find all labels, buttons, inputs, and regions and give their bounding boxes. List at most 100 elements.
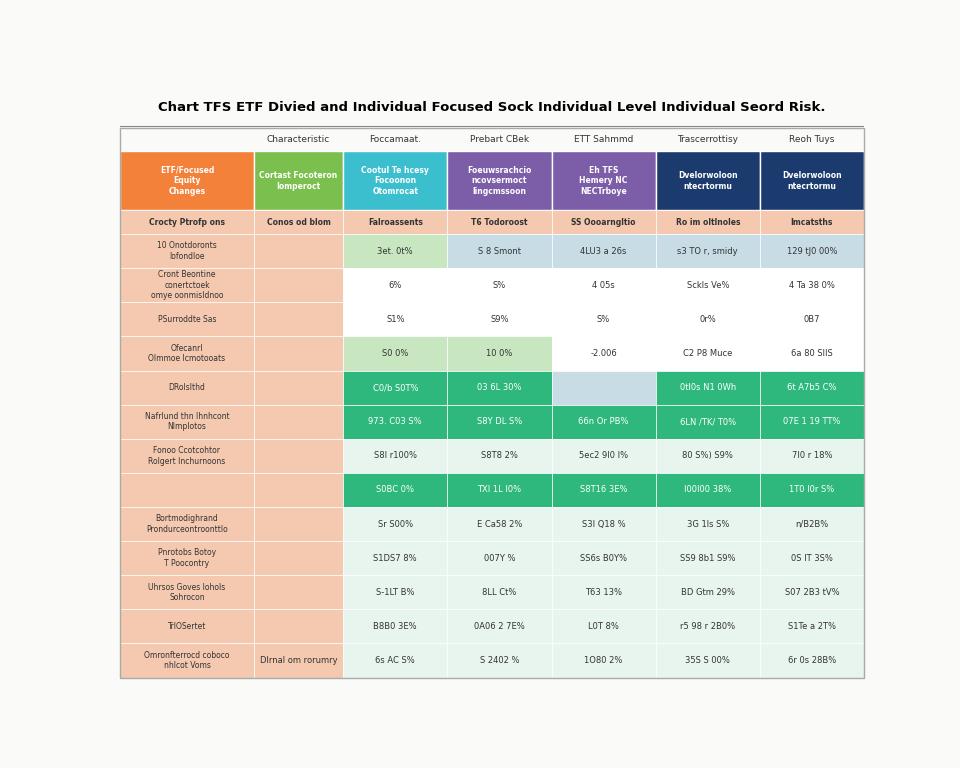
FancyBboxPatch shape [253, 234, 344, 268]
Text: Conos od blom: Conos od blom [267, 218, 330, 227]
FancyBboxPatch shape [447, 370, 551, 405]
Text: S-1LT B%: S-1LT B% [376, 588, 415, 597]
FancyBboxPatch shape [447, 575, 551, 609]
FancyBboxPatch shape [760, 303, 864, 336]
Text: 07E 1 19 TT%: 07E 1 19 TT% [783, 417, 841, 426]
FancyBboxPatch shape [447, 507, 551, 541]
Text: S8Y DL S%: S8Y DL S% [477, 417, 522, 426]
Text: 10 0%: 10 0% [487, 349, 513, 358]
FancyBboxPatch shape [447, 151, 551, 210]
FancyBboxPatch shape [656, 405, 760, 439]
Text: S3I Q18 %: S3I Q18 % [582, 520, 625, 528]
FancyBboxPatch shape [447, 473, 551, 507]
Text: 0A06 2 7E%: 0A06 2 7E% [474, 622, 525, 631]
FancyBboxPatch shape [760, 268, 864, 303]
FancyBboxPatch shape [344, 336, 447, 370]
FancyBboxPatch shape [120, 336, 253, 370]
FancyBboxPatch shape [253, 644, 344, 677]
Text: 007Y %: 007Y % [484, 554, 516, 563]
FancyBboxPatch shape [120, 405, 253, 439]
FancyBboxPatch shape [120, 234, 253, 268]
Text: SS Oooarngltio: SS Oooarngltio [571, 218, 636, 227]
Text: 8LL Ct%: 8LL Ct% [482, 588, 516, 597]
Text: Pnrotobs Botoy
T Poocontry: Pnrotobs Botoy T Poocontry [157, 548, 216, 568]
FancyBboxPatch shape [760, 541, 864, 575]
Text: E Ca58 2%: E Ca58 2% [477, 520, 522, 528]
Text: S8I r100%: S8I r100% [373, 452, 417, 460]
Text: SS6s B0Y%: SS6s B0Y% [580, 554, 627, 563]
Text: 4LU3 a 26s: 4LU3 a 26s [581, 247, 627, 256]
FancyBboxPatch shape [551, 507, 656, 541]
Text: -2.006: -2.006 [590, 349, 617, 358]
Text: 80 S%) S9%: 80 S%) S9% [683, 452, 733, 460]
Text: S0BC 0%: S0BC 0% [376, 485, 415, 495]
FancyBboxPatch shape [120, 268, 253, 303]
Text: Nafrlund thn Ihnhcont
Nlmplotos: Nafrlund thn Ihnhcont Nlmplotos [145, 412, 229, 432]
FancyBboxPatch shape [551, 151, 656, 210]
FancyBboxPatch shape [760, 234, 864, 268]
FancyBboxPatch shape [253, 370, 344, 405]
FancyBboxPatch shape [253, 541, 344, 575]
FancyBboxPatch shape [447, 210, 551, 234]
Text: Dvelorwoloon
ntecrtormu: Dvelorwoloon ntecrtormu [678, 171, 737, 190]
FancyBboxPatch shape [656, 370, 760, 405]
FancyBboxPatch shape [656, 234, 760, 268]
Text: SS9 8b1 S9%: SS9 8b1 S9% [680, 554, 735, 563]
FancyBboxPatch shape [551, 405, 656, 439]
FancyBboxPatch shape [760, 575, 864, 609]
FancyBboxPatch shape [760, 151, 864, 210]
Text: 6t A7b5 C%: 6t A7b5 C% [787, 383, 837, 392]
Text: 973. C03 S%: 973. C03 S% [369, 417, 422, 426]
Text: ETF/Focused
Equity
Changes: ETF/Focused Equity Changes [159, 166, 214, 196]
Text: I00I00 38%: I00I00 38% [684, 485, 732, 495]
Text: 0tl0s N1 0Wh: 0tl0s N1 0Wh [680, 383, 736, 392]
Text: Falroassents: Falroassents [368, 218, 422, 227]
Text: 6s AC S%: 6s AC S% [375, 656, 415, 665]
Text: Characteristic: Characteristic [267, 135, 330, 144]
FancyBboxPatch shape [551, 439, 656, 473]
FancyBboxPatch shape [656, 268, 760, 303]
Text: 1O80 2%: 1O80 2% [585, 656, 623, 665]
FancyBboxPatch shape [447, 303, 551, 336]
FancyBboxPatch shape [344, 507, 447, 541]
FancyBboxPatch shape [656, 507, 760, 541]
Text: 0B7: 0B7 [804, 315, 820, 324]
Text: 4 Ta 38 0%: 4 Ta 38 0% [789, 281, 835, 290]
FancyBboxPatch shape [551, 336, 656, 370]
FancyBboxPatch shape [551, 644, 656, 677]
Text: S 2402 %: S 2402 % [480, 656, 519, 665]
FancyBboxPatch shape [656, 151, 760, 210]
Text: Crocty Ptrofp ons: Crocty Ptrofp ons [149, 218, 225, 227]
Text: Cront Beontine
conertctoek
omye oonmisldnoo: Cront Beontine conertctoek omye oonmisld… [151, 270, 224, 300]
FancyBboxPatch shape [551, 541, 656, 575]
FancyBboxPatch shape [760, 609, 864, 644]
FancyBboxPatch shape [760, 405, 864, 439]
FancyBboxPatch shape [656, 541, 760, 575]
FancyBboxPatch shape [344, 541, 447, 575]
Text: S%: S% [597, 315, 611, 324]
Text: S1%: S1% [386, 315, 404, 324]
FancyBboxPatch shape [120, 439, 253, 473]
Text: Dvelorwoloon
ntecrtormu: Dvelorwoloon ntecrtormu [782, 171, 842, 190]
Text: Reoh Tuys: Reoh Tuys [789, 135, 834, 144]
Text: Cootul Te hcesy
Focoonon
Otomrocat: Cootul Te hcesy Focoonon Otomrocat [361, 166, 429, 196]
Text: PSurroddte Sas: PSurroddte Sas [157, 315, 216, 324]
FancyBboxPatch shape [344, 151, 447, 210]
Text: Sr S00%: Sr S00% [377, 520, 413, 528]
FancyBboxPatch shape [344, 405, 447, 439]
Text: L0T 8%: L0T 8% [588, 622, 619, 631]
FancyBboxPatch shape [344, 268, 447, 303]
FancyBboxPatch shape [551, 473, 656, 507]
Text: DRolslthd: DRolslthd [169, 383, 205, 392]
FancyBboxPatch shape [344, 210, 447, 234]
FancyBboxPatch shape [656, 609, 760, 644]
FancyBboxPatch shape [344, 234, 447, 268]
FancyBboxPatch shape [344, 644, 447, 677]
Text: Prebart CBek: Prebart CBek [469, 135, 529, 144]
Text: r5 98 r 2B0%: r5 98 r 2B0% [681, 622, 735, 631]
Text: B8B0 3E%: B8B0 3E% [373, 622, 417, 631]
FancyBboxPatch shape [344, 303, 447, 336]
Text: S%: S% [492, 281, 506, 290]
Text: Foeuwsrachcio
ncovsermoct
lingcmssoon: Foeuwsrachcio ncovsermoct lingcmssoon [468, 166, 532, 196]
FancyBboxPatch shape [447, 609, 551, 644]
